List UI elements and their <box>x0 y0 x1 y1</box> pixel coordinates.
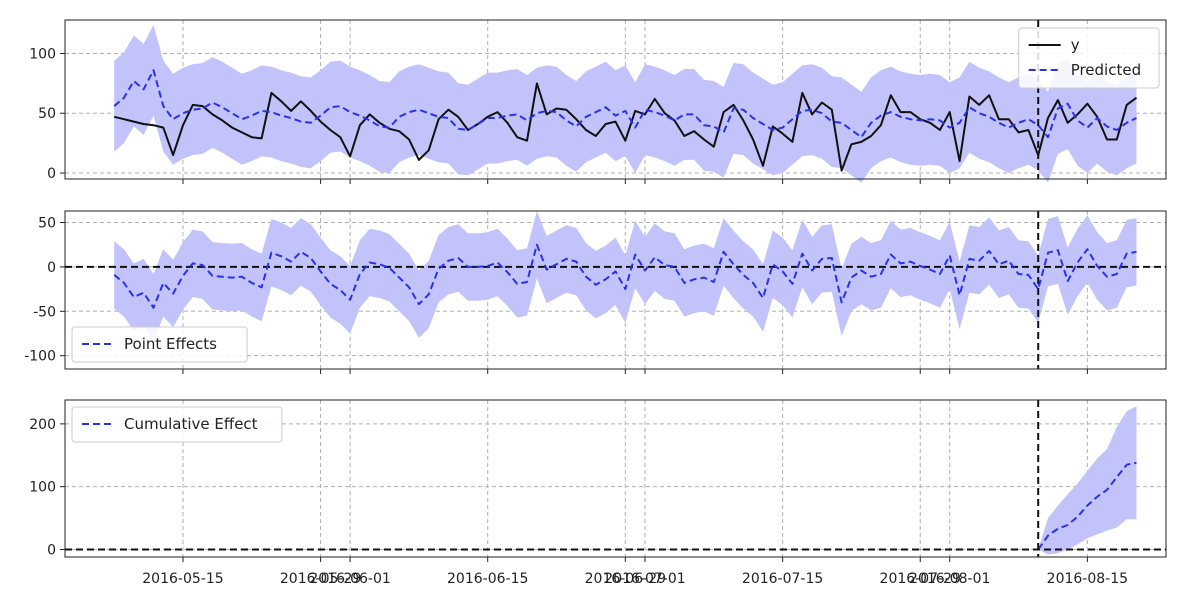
x-tick-label: 2016-05-29 <box>280 571 361 587</box>
confidence-band <box>114 211 1137 342</box>
series-predicted-line <box>113 69 1137 139</box>
x-tick-label: 2016-06-29 <box>585 571 666 587</box>
series-y-line <box>113 82 1138 172</box>
y-tick-label: 0 <box>47 260 56 276</box>
panel-point-effects: -100 -50 0 50 Point Effects <box>24 210 1167 374</box>
legend-box <box>71 406 283 443</box>
y-tick-label: 0 <box>47 166 56 182</box>
legend: Point Effects <box>71 326 248 363</box>
y-tick-label: 200 <box>29 417 56 433</box>
axes-frame <box>64 19 1167 180</box>
confidence-band <box>1038 406 1137 555</box>
axes-frame <box>64 210 1167 370</box>
y-tick-label: 50 <box>38 216 56 232</box>
x-tick-label: 2016-08-01 <box>909 571 990 587</box>
legend-box <box>71 326 248 363</box>
x-tick-label: 2016-06-01 <box>309 571 390 587</box>
axes-frame <box>64 399 1167 558</box>
y-tick-label: 0 <box>47 542 56 558</box>
legend-label: Cumulative Effect <box>124 415 258 433</box>
legend-label: Predicted <box>1071 61 1141 79</box>
legend: Cumulative Effect <box>71 406 283 443</box>
legend-label: Point Effects <box>124 335 217 353</box>
legend: y Predicted <box>1018 27 1160 89</box>
y-tick-label: 50 <box>38 106 56 122</box>
y-tick-label: -100 <box>24 349 56 365</box>
x-tick-label: 2016-08-15 <box>1047 571 1128 587</box>
x-tick-label: 2016-07-15 <box>742 571 823 587</box>
panel-observed: 0 50 100 y Predicted <box>29 19 1167 184</box>
x-tick-label: 2016-07-29 <box>880 571 961 587</box>
x-tick-label: 2016-05-15 <box>142 571 223 587</box>
legend-label: y <box>1071 36 1080 54</box>
y-tick-label: -50 <box>33 304 56 320</box>
legend-box <box>1018 27 1160 89</box>
y-tick-label: 100 <box>29 46 56 62</box>
series-cumulative-effect-line <box>1037 461 1137 551</box>
y-tick-label: 100 <box>29 480 56 496</box>
x-tick-label: 2016-06-15 <box>447 571 528 587</box>
x-tick-label: 2016-07-01 <box>604 571 685 587</box>
series-point-effects-line <box>113 243 1137 309</box>
confidence-band <box>114 24 1137 183</box>
